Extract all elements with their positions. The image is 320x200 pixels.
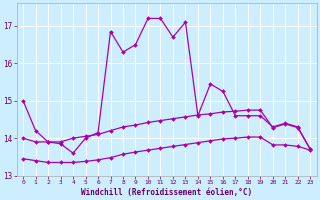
X-axis label: Windchill (Refroidissement éolien,°C): Windchill (Refroidissement éolien,°C) <box>81 188 252 197</box>
